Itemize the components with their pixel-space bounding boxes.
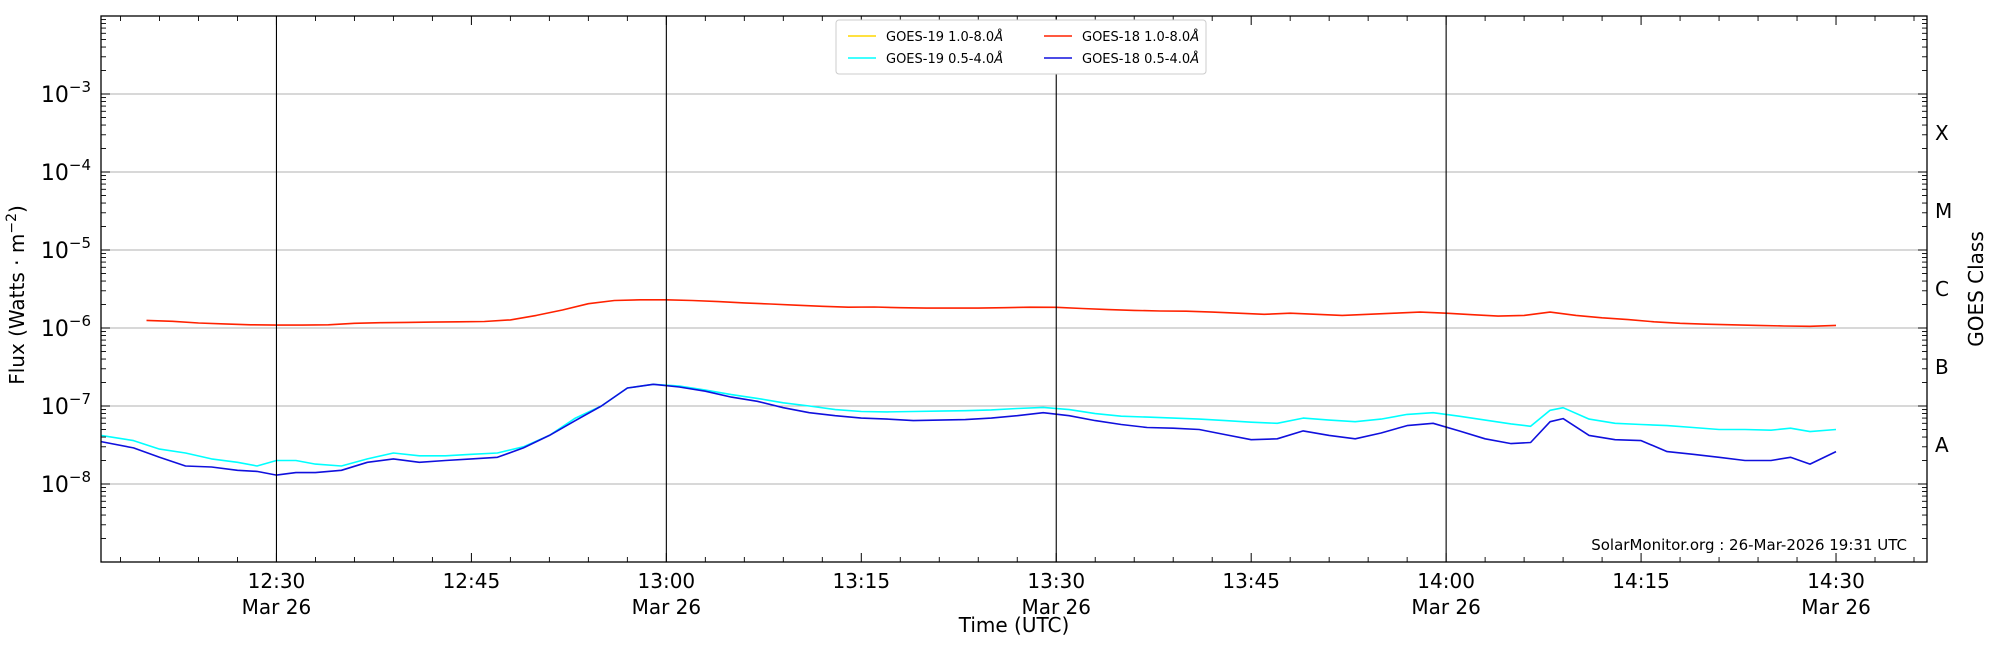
legend-label: GOES-18 0.5-4.0Å — [1082, 51, 1199, 67]
x-tick-label: 14:15 — [1612, 569, 1670, 593]
y-tick-label: 10−3 — [41, 78, 91, 108]
legend-box — [835, 19, 1207, 75]
goes-class-label: M — [1935, 199, 1952, 223]
goes-class-label: C — [1935, 277, 1949, 301]
series-line-2 — [100, 383, 1837, 467]
x-tick-sublabel: Mar 26 — [632, 595, 702, 619]
x-tick-label: 12:30 — [248, 569, 306, 593]
y-tick-label: 10−7 — [41, 390, 91, 420]
x-tick-label: 14:30 — [1807, 569, 1865, 593]
plot-frame — [100, 15, 1928, 563]
x-tick-label: 14:00 — [1417, 569, 1475, 593]
goes-class-label: X — [1935, 121, 1949, 145]
y-axis-label: Flux (Watts · m−2) — [4, 205, 29, 385]
series-line-3 — [100, 383, 1837, 476]
x-tick-label: 13:30 — [1027, 569, 1085, 593]
goes-class-label: A — [1935, 433, 1949, 457]
y-axis-label-close: ) — [5, 205, 29, 213]
marker-layer — [275, 16, 1447, 562]
x-tick-sublabel: Mar 26 — [1801, 595, 1871, 619]
goes-class-label: B — [1935, 355, 1949, 379]
y-tick-label: 10−5 — [41, 234, 91, 264]
grid-layer — [101, 93, 1927, 485]
legend-label: GOES-19 0.5-4.0Å — [886, 51, 1003, 67]
legend: GOES-19 1.0-8.0Å GOES-18 1.0-8.0Å GOES-19 … — [835, 19, 1207, 75]
series-line-1 — [146, 299, 1837, 328]
goes-class-axis-label: GOES Class — [1964, 231, 1988, 347]
y-tick-label: 10−8 — [41, 468, 91, 498]
x-tick-sublabel: Mar 26 — [1021, 595, 1091, 619]
x-axis-label: Time (UTC) — [958, 613, 1070, 637]
y-tick-label: 10−6 — [41, 312, 91, 342]
y-axis-label-sup: −2 — [4, 213, 20, 234]
legend-label: GOES-18 1.0-8.0Å — [1082, 29, 1199, 45]
y-axis-label-main: Flux (Watts · m — [5, 234, 29, 385]
watermark-text: SolarMonitor.org : 26-Mar-2026 19:31 UTC — [1591, 536, 1907, 554]
x-tick-label: 13:15 — [832, 569, 890, 593]
series-layer — [100, 299, 1837, 476]
x-tick-label: 13:00 — [638, 569, 696, 593]
x-tick-label: 12:45 — [443, 569, 501, 593]
y-tick-label: 10−4 — [41, 156, 91, 186]
x-tick-label: 13:45 — [1222, 569, 1280, 593]
legend-label: GOES-19 1.0-8.0Å — [886, 29, 1003, 45]
x-tick-sublabel: Mar 26 — [242, 595, 312, 619]
x-tick-sublabel: Mar 26 — [1411, 595, 1481, 619]
